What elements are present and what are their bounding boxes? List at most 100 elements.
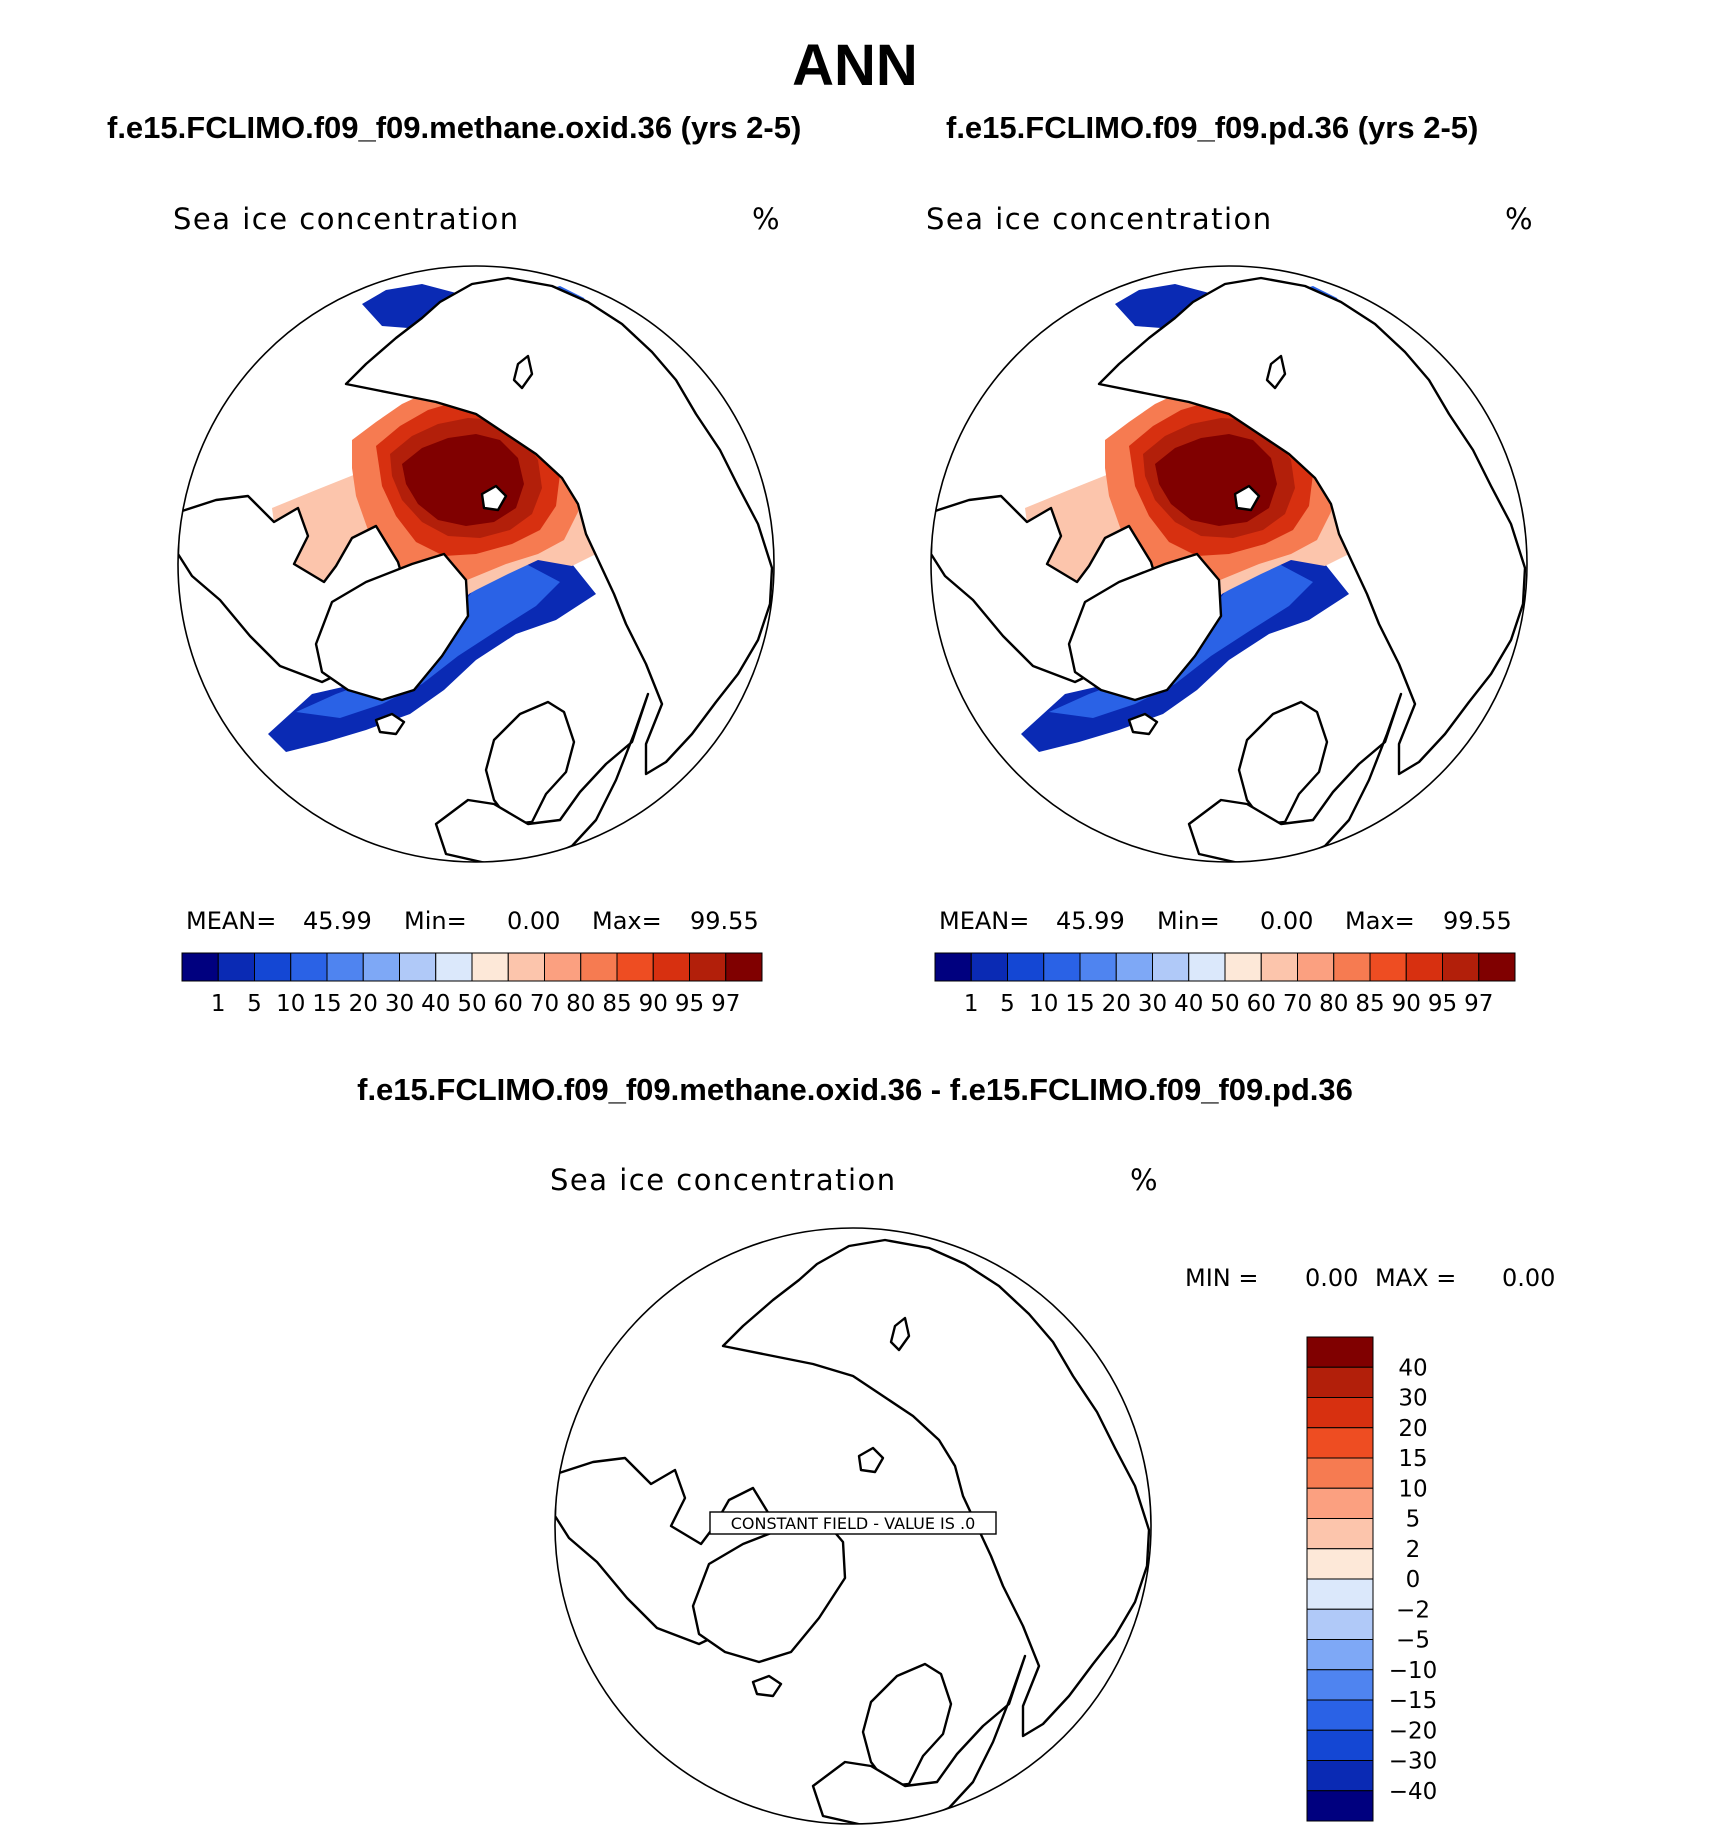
panel1-colorbar-swatch-3	[290, 952, 328, 982]
difference-colorbar-swatch-13	[1306, 1729, 1374, 1761]
difference-polar-map: CONSTANT FIELD - VALUE IS .0	[554, 1227, 1152, 1825]
difference-colorbar-swatch-0	[1306, 1336, 1374, 1368]
difference-colorbar-label-2: 20	[1398, 1416, 1427, 1442]
difference-case-title: f.e15.FCLIMO.f09_f09.methane.oxid.36 - f…	[357, 1072, 1353, 1107]
panel1-units: %	[752, 202, 782, 236]
panel2-greenland-landmass	[1067, 552, 1223, 702]
panel1-colorbar-swatch-12	[616, 952, 654, 982]
panel2-colorbar-label-14: 97	[1464, 991, 1493, 1017]
panel1-colorbar-label-5: 30	[385, 991, 414, 1017]
difference-colorbar-swatch-8	[1306, 1578, 1374, 1610]
difference-colorbar-label-0: 40	[1398, 1355, 1427, 1381]
panel1-colorbar-label-10: 80	[566, 991, 595, 1017]
panel1-colorbar-swatch-2	[254, 952, 292, 982]
constant-field-label: CONSTANT FIELD - VALUE IS .0	[731, 1514, 976, 1533]
panel2-colorbar-swatch-11	[1333, 952, 1371, 982]
difference-colorbar-swatch-3	[1306, 1427, 1374, 1459]
panel2-colorbar-label-5: 30	[1138, 991, 1167, 1017]
panel2-colorbar-swatch-3	[1043, 952, 1081, 982]
panel1-max-value: 99.55	[690, 907, 759, 935]
panel2-svalbard-landmass	[1233, 484, 1261, 512]
panel1-colorbar-label-4: 20	[349, 991, 378, 1017]
panel1-svalbard-landmass	[480, 484, 508, 512]
panel2-max-label: Max=	[1345, 907, 1415, 935]
panel2-eurasia-landmass	[1097, 276, 1527, 776]
panel2-iceland-landmass	[1127, 712, 1159, 736]
difference-max-value: 0.00	[1502, 1264, 1556, 1292]
panel2-min-label: Min=	[1157, 907, 1220, 935]
difference-colorbar-swatch-5	[1306, 1487, 1374, 1519]
panel2-map-boundary	[930, 265, 1528, 863]
difference-colorbar-label-10: −10	[1389, 1658, 1438, 1684]
difference-colorbar-label-11: −15	[1389, 1688, 1438, 1714]
panel2-map-content	[931, 276, 1527, 862]
panel2-mean-value: 45.99	[1056, 907, 1125, 935]
panel1-colorbar-swatch-0	[181, 952, 219, 982]
difference-europe-landmass	[811, 1654, 1027, 1824]
difference-min-value: 0.00	[1305, 1264, 1359, 1292]
difference-colorbar-swatch-9	[1306, 1608, 1374, 1640]
panel2-colorbar-label-12: 90	[1392, 991, 1421, 1017]
panel1-colorbar-swatch-11	[580, 952, 618, 982]
difference-colorbar-swatch-12	[1306, 1699, 1374, 1731]
difference-colorbar-swatch-11	[1306, 1669, 1374, 1701]
panel1-colorbar-swatch-6	[399, 952, 437, 982]
panel2-colorbar-swatch-0	[934, 952, 972, 982]
difference-min-label: MIN =	[1185, 1264, 1259, 1292]
panel2-colorbar-label-9: 70	[1283, 991, 1312, 1017]
difference-colorbar-label-12: −20	[1389, 1718, 1438, 1744]
panel1-polar-map	[177, 265, 775, 863]
panel2-max-value: 99.55	[1443, 907, 1512, 935]
difference-colorbar-swatch-15	[1306, 1790, 1374, 1822]
difference-eurasia-landmass	[721, 1238, 1151, 1738]
difference-colorbar-swatch-2	[1306, 1397, 1374, 1429]
panel1-colorbar-label-8: 60	[494, 991, 523, 1017]
panel1-colorbar-swatch-1	[217, 952, 255, 982]
panel2-colorbar: 1 5 10 15 20 30 40 50 60 70 80 85 90 95 97	[934, 952, 1516, 1017]
difference-colorbar-label-4: 10	[1398, 1476, 1427, 1502]
difference-colorbar-swatch-14	[1306, 1760, 1374, 1792]
panel1-colorbar-label-6: 40	[421, 991, 450, 1017]
panel1-greenland-landmass	[314, 552, 470, 702]
panel1-colorbar-label-0: 1	[211, 991, 226, 1017]
panel1-colorbar-label-14: 97	[711, 991, 740, 1017]
panel2-colorbar-label-1: 5	[1000, 991, 1015, 1017]
panel2-units: %	[1505, 202, 1535, 236]
difference-map-content	[555, 1238, 1151, 1824]
panel1-mean-label: MEAN=	[186, 907, 277, 935]
constant-field-frame	[709, 1511, 997, 1535]
panel1-colorbar-swatch-13	[652, 952, 690, 982]
panel1-case-title: f.e15.FCLIMO.f09_f09.methane.oxid.36 (yr…	[107, 110, 802, 145]
panel1-mean-value: 45.99	[303, 907, 372, 935]
panel2-colorbar-swatch-7	[1188, 952, 1226, 982]
panel2-colorbar-label-3: 15	[1065, 991, 1094, 1017]
difference-colorbar-label-13: −30	[1389, 1749, 1438, 1775]
constant-field-box: CONSTANT FIELD - VALUE IS .0	[709, 1511, 997, 1535]
panel2-min-value: 0.00	[1260, 907, 1314, 935]
difference-units: %	[1130, 1163, 1160, 1197]
panel2-colorbar-swatch-14	[1442, 952, 1480, 982]
panel2-colorbar-label-4: 20	[1102, 991, 1131, 1017]
difference-colorbar-swatch-1	[1306, 1366, 1374, 1398]
page-title: ANN	[792, 33, 918, 98]
difference-colorbar-swatch-6	[1306, 1518, 1374, 1550]
panel1-ice-contour-1	[296, 564, 560, 718]
panel2-colorbar-label-0: 1	[964, 991, 979, 1017]
panel2-colorbar-swatch-5	[1115, 952, 1153, 982]
difference-map-boundary	[554, 1227, 1152, 1825]
difference-colorbar-swatch-7	[1306, 1548, 1374, 1580]
panel2-colorbar-swatch-6	[1152, 952, 1190, 982]
panel1-colorbar-label-1: 5	[247, 991, 262, 1017]
panel1-max-label: Max=	[592, 907, 662, 935]
panel2-colorbar-label-7: 50	[1210, 991, 1239, 1017]
panel1-colorbar-label-11: 85	[602, 991, 631, 1017]
panel1-colorbar-label-9: 70	[530, 991, 559, 1017]
difference-scandinavia-landmass	[861, 1662, 953, 1788]
panel1-colorbar-swatch-4	[326, 952, 364, 982]
panel1-europe-landmass	[434, 692, 650, 862]
panel2-scandinavia-landmass	[1237, 700, 1329, 826]
panel2-colorbar-label-6: 40	[1174, 991, 1203, 1017]
panel2-colorbar-swatch-12	[1369, 952, 1407, 982]
panel1-min-label: Min=	[404, 907, 467, 935]
